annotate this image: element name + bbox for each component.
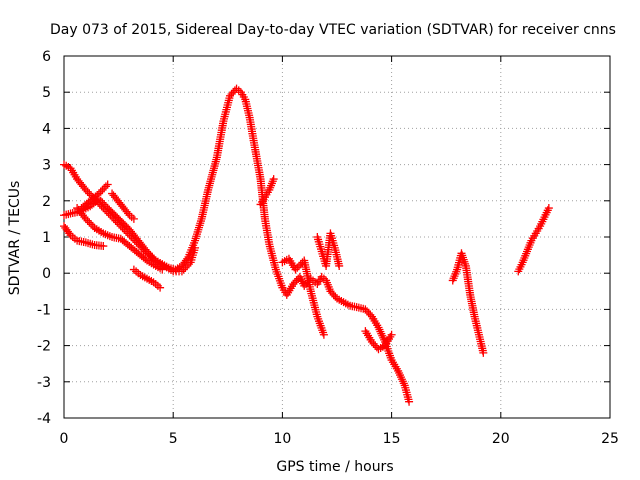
y-tick-label: -3	[37, 375, 51, 391]
data-point	[104, 209, 113, 218]
data-points	[60, 84, 553, 406]
data-point	[387, 330, 396, 339]
data-point	[184, 260, 193, 269]
data-point	[123, 229, 132, 238]
data-point	[269, 175, 278, 184]
data-point	[81, 185, 90, 194]
data-point	[85, 189, 94, 198]
data-point	[319, 330, 328, 339]
data-point	[116, 222, 125, 231]
data-point	[181, 263, 190, 272]
data-point	[113, 218, 122, 227]
data-point	[83, 187, 92, 196]
data-point	[136, 242, 145, 251]
data-point	[101, 182, 110, 191]
data-point	[109, 214, 118, 223]
data-point	[98, 185, 107, 194]
data-point	[177, 267, 186, 276]
data-point	[94, 198, 103, 207]
data-point	[130, 236, 139, 245]
data-point	[137, 243, 146, 252]
data-point	[134, 240, 143, 249]
data-point	[118, 223, 127, 232]
data-point	[544, 204, 553, 213]
data-point	[87, 220, 96, 229]
data-point	[183, 261, 192, 270]
data-point	[124, 209, 133, 218]
grid-lines	[64, 56, 610, 418]
data-point	[293, 263, 302, 272]
plot-frame	[63, 55, 611, 419]
data-point	[129, 234, 138, 243]
data-point	[191, 243, 200, 252]
chart-title: Day 073 of 2015, Sidereal Day-to-day VTE…	[50, 22, 616, 38]
data-point	[96, 187, 105, 196]
data-point	[183, 254, 192, 263]
x-axis-label: GPS time / hours	[276, 459, 393, 475]
data-point	[129, 214, 138, 223]
data-point	[94, 189, 103, 198]
y-tick-label: 0	[42, 266, 51, 282]
data-point	[99, 242, 108, 251]
data-point	[115, 220, 124, 229]
data-point	[296, 260, 305, 269]
data-point	[158, 265, 167, 274]
data-point	[85, 218, 94, 227]
data-point	[97, 202, 106, 211]
data-point	[99, 204, 108, 213]
data-point	[111, 216, 120, 225]
data-point	[291, 265, 300, 274]
data-point	[294, 261, 303, 270]
data-point	[103, 180, 112, 189]
data-point	[106, 211, 115, 220]
data-point	[156, 283, 165, 292]
data-point	[81, 214, 90, 223]
data-point	[95, 200, 104, 209]
data-point	[65, 229, 74, 238]
data-point	[335, 261, 344, 270]
y-axis-label: SDTVAR / TECUs	[7, 181, 23, 296]
x-tick-label: 20	[492, 431, 510, 447]
y-tick-label: 5	[42, 85, 51, 101]
data-point	[125, 231, 134, 240]
y-tick-label: 4	[42, 121, 51, 137]
data-point	[139, 245, 148, 254]
data-point	[405, 397, 414, 406]
y-tick-label: 1	[42, 230, 51, 246]
data-point	[122, 227, 131, 236]
x-tick-label: 10	[273, 431, 291, 447]
data-point	[83, 216, 92, 225]
data-point	[132, 238, 141, 247]
data-point	[101, 205, 110, 214]
x-tick-label: 5	[169, 431, 178, 447]
tick-labels: 0 5 10 15 20 25 -4 -3 -2 -1 0 1 2 3 4 5 6	[37, 49, 619, 447]
data-point	[127, 233, 136, 241]
data-point	[102, 207, 111, 216]
data-point	[120, 225, 129, 234]
data-point	[108, 213, 117, 222]
x-tick-label: 15	[383, 431, 401, 447]
y-tick-label: -2	[37, 339, 51, 355]
x-tick-label: 25	[601, 431, 619, 447]
data-point	[100, 184, 109, 193]
y-tick-label: 2	[42, 194, 51, 210]
y-tick-label: 3	[42, 158, 51, 174]
y-tick-label: 6	[42, 49, 51, 65]
data-point	[179, 265, 188, 274]
y-tick-label: -4	[37, 411, 51, 427]
data-point	[479, 348, 488, 357]
y-tick-label: -1	[37, 302, 51, 318]
x-tick-label: 0	[60, 431, 69, 447]
